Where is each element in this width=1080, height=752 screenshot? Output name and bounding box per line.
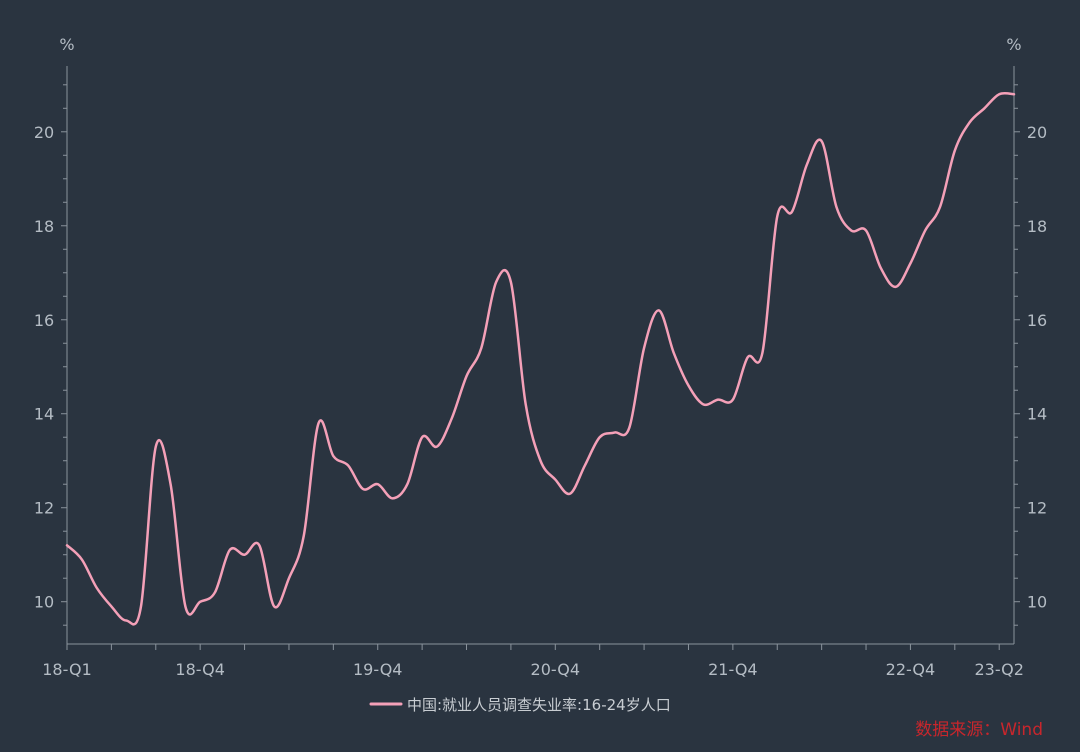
legend: 中国:就业人员调查失业率:16-24岁人口 bbox=[369, 696, 671, 714]
x-tick-label: 20-Q4 bbox=[531, 660, 581, 679]
y-unit-right: % bbox=[1006, 35, 1021, 54]
y-tick-label-right: 10 bbox=[1027, 593, 1047, 612]
x-tick-label: 23-Q2 bbox=[974, 660, 1024, 679]
y-tick-label-left: 14 bbox=[34, 405, 54, 424]
y-tick-label-left: 16 bbox=[34, 311, 54, 330]
y-tick-label-right: 18 bbox=[1027, 217, 1047, 236]
legend-label: 中国:就业人员调查失业率:16-24岁人口 bbox=[407, 696, 671, 714]
y-tick-label-right: 16 bbox=[1027, 311, 1047, 330]
y-unit-left: % bbox=[59, 35, 74, 54]
y-tick-label-left: 10 bbox=[34, 593, 54, 612]
y-tick-label-right: 20 bbox=[1027, 123, 1047, 142]
series-layer bbox=[65, 91, 1016, 626]
source-note: 数据来源：Wind bbox=[915, 720, 1043, 740]
y-tick-label-left: 18 bbox=[34, 217, 54, 236]
series-line bbox=[65, 91, 1016, 626]
axes-group: % % 10 10 12 12 14 14 16 16 18 18 20 20 18-Q1 18-Q4 19-Q… bbox=[34, 35, 1047, 679]
x-tick-label: 19-Q4 bbox=[353, 660, 403, 679]
x-tick-label: 18-Q4 bbox=[175, 660, 225, 679]
y-tick-label-left: 20 bbox=[34, 123, 54, 142]
y-tick-label-right: 12 bbox=[1027, 499, 1047, 518]
y-tick-label-right: 14 bbox=[1027, 405, 1047, 424]
x-tick-label: 21-Q4 bbox=[708, 660, 758, 679]
y-tick-label-left: 12 bbox=[34, 499, 54, 518]
x-tick-label: 18-Q1 bbox=[42, 660, 92, 679]
x-tick-label: 22-Q4 bbox=[886, 660, 936, 679]
